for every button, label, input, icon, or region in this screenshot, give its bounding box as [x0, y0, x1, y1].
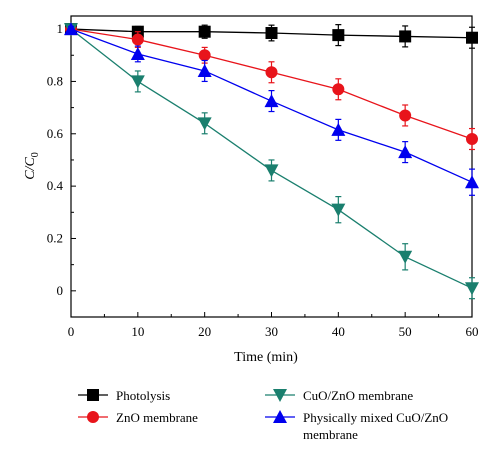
data-point: [131, 33, 144, 46]
x-axis-title: Time (min): [234, 350, 298, 365]
data-point: [465, 175, 479, 189]
data-point: [197, 117, 212, 131]
x-axis: 0 10 20 30 40 50 60: [68, 312, 479, 339]
legend-item: CuO/ZnO membrane: [265, 388, 413, 403]
data-point: [130, 46, 145, 60]
legend-label: membrane: [303, 427, 358, 442]
y-tick-label: 0: [57, 283, 64, 298]
legend-label: CuO/ZnO membrane: [303, 388, 413, 403]
legend-marker: [87, 411, 99, 423]
legend-marker: [273, 389, 287, 402]
series-0: [65, 23, 478, 49]
x-tick-label: 30: [265, 324, 278, 339]
data-point: [198, 25, 211, 38]
data-point: [465, 282, 479, 296]
series-layer: [64, 22, 479, 300]
legend-label: Photolysis: [116, 388, 170, 403]
data-point: [264, 94, 279, 108]
data-point: [198, 49, 211, 62]
y-tick-label: 0.6: [47, 126, 64, 141]
data-point: [399, 30, 412, 43]
data-point: [399, 109, 412, 122]
data-point: [466, 133, 478, 146]
data-point: [332, 83, 345, 96]
data-point: [130, 75, 145, 89]
legend-item: Physically mixed CuO/ZnO membrane: [265, 410, 448, 442]
x-tick-label: 0: [68, 324, 75, 339]
data-point: [64, 22, 78, 36]
y-tick-label: 0.4: [47, 178, 64, 193]
legend-marker: [273, 410, 287, 423]
data-point: [331, 203, 346, 217]
x-tick-label: 20: [198, 324, 211, 339]
y-axis-title-sub: 0: [30, 152, 41, 157]
series-line: [70, 28, 473, 140]
y-axis: 0 0.2 0.4 0.6 0.8 1: [47, 21, 76, 298]
y-axis-title: C/C0: [23, 152, 41, 180]
y-tick-label: 0.2: [47, 230, 63, 245]
data-point: [398, 145, 413, 159]
data-point: [265, 27, 278, 40]
x-tick-label: 50: [399, 324, 412, 339]
y-axis-title-main: C/C: [23, 157, 38, 180]
data-point: [265, 66, 278, 79]
x-tick-label: 60: [466, 324, 479, 339]
y-tick-label: 0.8: [47, 73, 63, 88]
y-tick-label: 1: [57, 21, 64, 36]
legend-label: ZnO membrane: [116, 410, 198, 425]
data-point: [197, 63, 212, 77]
legend-marker: [87, 389, 99, 401]
legend-item: ZnO membrane: [78, 410, 198, 425]
x-tick-label: 40: [332, 324, 345, 339]
data-point: [264, 164, 279, 178]
data-point: [466, 31, 478, 44]
legend-label: Physically mixed CuO/ZnO: [303, 410, 448, 425]
legend-item: Photolysis: [78, 388, 170, 403]
data-point: [331, 122, 346, 136]
series-1: [65, 23, 478, 151]
data-point: [398, 250, 413, 264]
legend: Photolysis ZnO membrane CuO/ZnO membrane Ph…: [78, 388, 448, 442]
data-point: [332, 29, 345, 42]
x-tick-label: 10: [131, 324, 144, 339]
series-3: [64, 22, 479, 196]
